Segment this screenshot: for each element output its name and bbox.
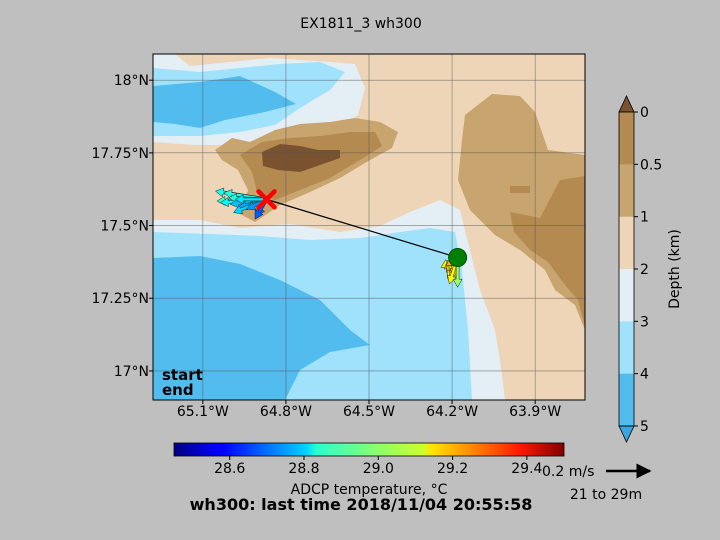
depth-colorbar-extend-top [618,95,635,113]
bathymetry-seamount [510,186,530,193]
depth-tick-label: 4 [640,367,649,383]
temperature-colorbar: 28.6 28.8 29.0 29.2 29.4 ADCP temperature, °… [173,442,565,498]
depth-colorbar-segment [619,321,634,375]
ship-track-line [266,198,458,259]
map-panel: 65.1°W 64.8°W 64.5°W 64.2°W 63.9°W 18°N 17.75… [91,53,586,420]
temperature-tick-label: 28.6 [214,461,245,477]
scale-depth-range: 21 to 29m [570,487,642,503]
last-time-footer: wh300: last time 2018/11/04 20:55:58 [190,495,533,514]
depth-tick-label: 0 [640,105,649,121]
lon-tick-label: 63.9°W [509,404,561,420]
depth-tick-label: 1 [640,210,649,226]
bathymetry-plateau-east-mid [510,176,585,326]
temperature-tick-label: 28.8 [288,461,319,477]
depth-colorbar-segment [619,216,634,270]
chart-title: EX1811_3 wh300 [300,16,421,32]
lon-axis: 65.1°W 64.8°W 64.5°W 64.2°W 63.9°W [177,400,561,420]
lat-tick-label: 17.5°N [100,219,149,235]
bathymetry-abyss-north-deep [153,76,296,128]
start-marker [448,248,468,268]
lon-tick-label: 64.5°W [343,404,395,420]
legend-end-label: end [162,381,194,399]
end-marker [256,189,277,210]
depth-colorbar-segment [619,269,634,322]
depth-colorbar-segment [619,373,634,427]
temperature-colorbar-ticks: 28.6 28.8 29.0 29.2 29.4 [214,456,543,477]
depth-tick-label: 2 [640,262,649,278]
temperature-tick-label: 29.0 [363,461,394,477]
depth-tick-label: 0.5 [640,157,662,173]
lat-tick-label: 17.25°N [91,291,149,307]
bathymetry-south-abyss-deep [153,256,370,400]
depth-colorbar-label: Depth (km) [667,229,683,309]
temperature-colorbar-gradient [173,442,565,457]
lat-tick-label: 18°N [114,73,149,89]
depth-tick-label: 3 [640,314,649,330]
legend-start-label: start [162,366,203,384]
scale-arrow-key: 0.2 m/s 21 to 29m [542,463,652,503]
lat-tick-label: 17°N [114,364,149,380]
lat-tick-label: 17.75°N [91,146,149,162]
temperature-tick-label: 29.2 [437,461,468,477]
depth-colorbar-segment [619,112,634,165]
lon-tick-label: 65.1°W [177,404,229,420]
depth-colorbar: 0 0.5 1 2 3 4 5 Depth (km) [618,95,683,443]
lat-axis: 18°N 17.75°N 17.5°N 17.25°N 17°N [91,73,153,380]
map-grid [153,54,585,400]
scale-arrow-label: 0.2 m/s [542,464,594,480]
depth-colorbar-segment [619,164,634,218]
lon-tick-label: 64.2°W [426,404,478,420]
end-marker-stroke [256,189,277,210]
depth-colorbar-extend-bottom [618,425,635,443]
temperature-colorbar-label: ADCP temperature, °C [291,482,448,498]
lon-tick-label: 64.8°W [260,404,312,420]
depth-colorbar-ticks: 0 0.5 1 2 3 4 5 [634,105,662,435]
depth-tick-label: 5 [640,419,649,435]
temperature-tick-label: 29.4 [511,461,542,477]
bathymetry-ridge-west-peak [262,144,340,172]
